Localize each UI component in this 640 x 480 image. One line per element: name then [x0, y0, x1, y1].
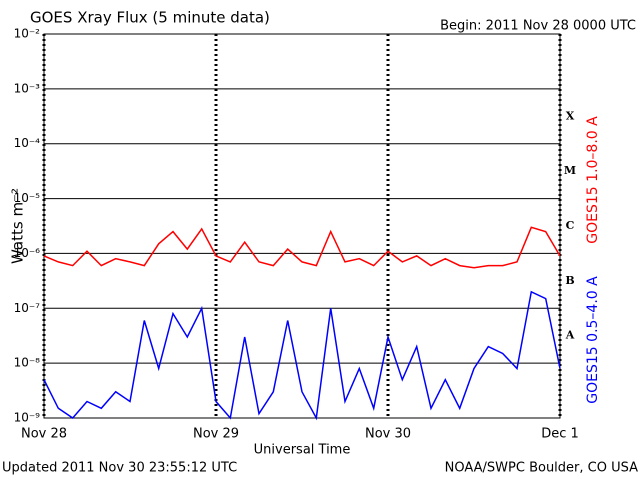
y-tick-label: 10⁻⁵	[14, 191, 41, 205]
footer-right: NOAA/SWPC Boulder, CO USA	[445, 461, 638, 476]
series-line	[43, 226, 561, 269]
y-tick-label: 10⁻⁴	[14, 136, 41, 150]
x-axis-label: Universal Time	[254, 443, 351, 458]
chart-subtitle: Begin: 2011 Nov 28 0000 UTC	[440, 19, 636, 34]
y-tick-label: 10⁻⁷	[14, 301, 41, 315]
footer-left: Updated 2011 Nov 30 23:55:12 UTC	[2, 461, 237, 476]
flux-class-label: A	[565, 329, 575, 342]
x-tick-label: Nov 28	[21, 427, 67, 442]
flux-class-label: M	[564, 164, 576, 177]
x-tick-label: Nov 29	[193, 427, 239, 442]
y-tick-label: 10⁻⁶	[14, 246, 41, 260]
legend-entry: GOES15 1.0–8.0 A	[585, 116, 601, 244]
flux-class-label: C	[566, 219, 575, 232]
flux-class-label: X	[566, 109, 575, 122]
y-tick-label: 10⁻³	[14, 81, 41, 95]
x-tick-label: Nov 30	[365, 427, 411, 442]
plot-frame	[43, 33, 561, 419]
flux-class-label: B	[565, 274, 574, 287]
chart-title: GOES Xray Flux (5 minute data)	[30, 9, 270, 27]
legend-entry: GOES15 0.5–4.0 A	[585, 276, 601, 404]
y-tick-label: 10⁻²	[14, 27, 41, 41]
y-tick-label: 10⁻⁸	[14, 356, 41, 370]
series-line	[43, 290, 561, 421]
y-tick-label: 10⁻⁹	[14, 411, 41, 425]
x-tick-label: Dec 1	[541, 427, 579, 442]
y-axis-label: Watts m⁻²	[9, 188, 27, 264]
